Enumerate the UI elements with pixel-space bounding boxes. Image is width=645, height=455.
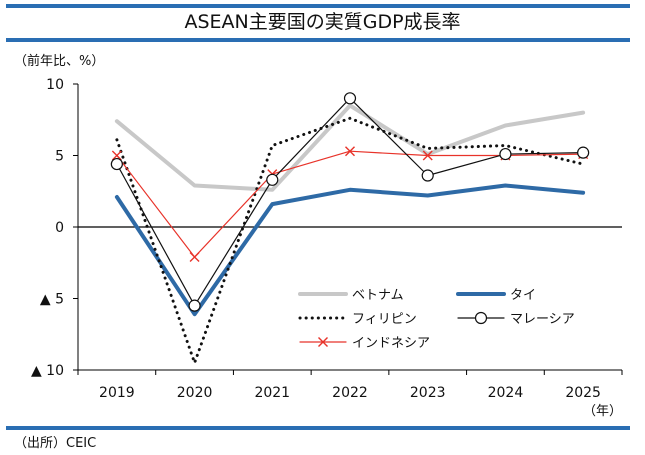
source-label: （出所）CEIC [14, 436, 97, 451]
data-point [110, 157, 123, 171]
y-tick-label: 10 [46, 77, 64, 93]
data-point [188, 299, 201, 312]
series-4 [111, 146, 589, 263]
series-2 [115, 116, 585, 365]
x-tick-label: 2025 [565, 385, 601, 401]
legend-item: タイ [456, 288, 536, 303]
data-point [499, 147, 512, 161]
x-tick-label: 2022 [332, 385, 368, 401]
legend-label: インドネシア [352, 336, 430, 351]
legend-item: マレーシア [457, 311, 575, 327]
legend-marker [318, 337, 328, 347]
data-point [422, 150, 433, 161]
series-line [115, 116, 585, 365]
legend-item: フィリピン [298, 312, 417, 327]
data-point [577, 146, 590, 159]
x-tick-label: 2024 [488, 385, 524, 401]
chart-title: ASEAN主要国の実質GDP成長率 [184, 11, 461, 33]
series-3 [110, 92, 590, 312]
y-tick-label: ▲ 10 [31, 363, 64, 379]
y-tick-label: ▲ 5 [40, 292, 64, 308]
data-point [266, 173, 279, 186]
legend-label: マレーシア [510, 312, 575, 327]
data-point [189, 252, 200, 263]
legend-item: インドネシア [299, 336, 430, 351]
series-line [116, 97, 584, 307]
data-point [111, 150, 122, 161]
series-line [114, 103, 586, 192]
x-tick-label: 2020 [177, 385, 213, 401]
series-0 [114, 103, 586, 192]
x-axis-unit-label: （年） [583, 404, 622, 419]
series-lines [110, 92, 590, 365]
data-point [421, 169, 434, 182]
data-point [345, 146, 355, 157]
x-tick-label: 2019 [99, 385, 135, 401]
top-rule [6, 4, 630, 8]
y-axis-unit-label: （前年比、%） [14, 54, 105, 69]
y-tick-label: 0 [55, 220, 64, 236]
data-point [343, 92, 357, 105]
x-tick-label: 2023 [410, 385, 446, 401]
x-tick-label: 2021 [254, 385, 290, 401]
legend-marker [474, 311, 488, 325]
legend-label: フィリピン [352, 312, 417, 327]
legend-item: ベトナム [298, 288, 404, 303]
title-rule [6, 38, 630, 42]
axes: 10 5 0 ▲ 5 ▲ 10 2019 2020 2021 2022 2023 2024 2025 （… [31, 77, 623, 419]
legend-label: タイ [510, 288, 536, 303]
series-line [114, 183, 586, 317]
series-line [116, 150, 584, 258]
series-1 [114, 183, 586, 317]
legend-label: ベトナム [352, 288, 404, 303]
y-tick-label: 5 [55, 149, 64, 165]
bottom-rule [6, 426, 630, 430]
